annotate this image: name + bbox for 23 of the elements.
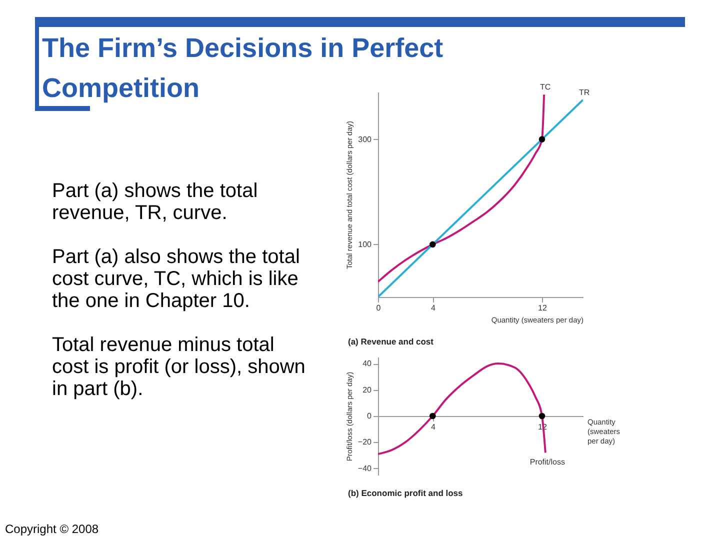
x-tick-label: 0	[376, 304, 382, 312]
y-tick-label: 100	[358, 240, 372, 249]
text: (a) Revenue and cost	[348, 336, 434, 346]
y-tick-label: 40	[362, 359, 372, 368]
y-tick-label: 300	[358, 134, 372, 144]
text: Part (a) shows the total revenue, TR, curve.	[52, 180, 259, 224]
x-tick-label: 4	[430, 422, 436, 432]
series-label: TC	[540, 82, 551, 92]
y-tick-label: −20	[358, 438, 372, 447]
text: Part (a) also shows the total cost curve, TC, which is like the one in Chapter 10.	[52, 246, 301, 312]
text: Total revenue minus total cost is profit (or loss), shown in part (b).	[52, 334, 306, 400]
y-tick-label: 20	[362, 385, 372, 394]
x-tick-label: 4	[430, 304, 436, 312]
series-label: TR	[579, 88, 590, 97]
line-series	[378, 362, 546, 456]
y-tick-label: 0	[367, 412, 372, 420]
y-tick-label: −40	[358, 464, 372, 473]
line-series	[378, 94, 546, 283]
text: The Firm’s Decisions in Perfect Competition	[42, 32, 444, 105]
text: Copyright © 2008	[5, 522, 99, 536]
x-tick-label: 12	[538, 304, 548, 312]
text: (b) Economic profit and loss	[348, 488, 464, 498]
series-label: Profit/loss	[530, 458, 565, 467]
